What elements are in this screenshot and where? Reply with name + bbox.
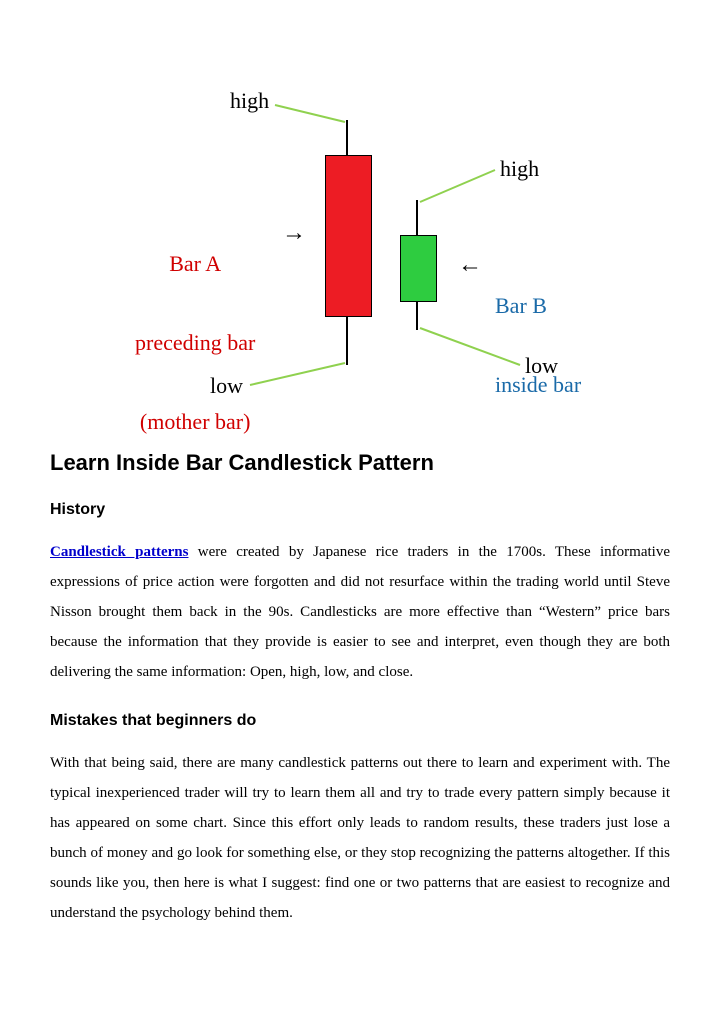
bar-a-body xyxy=(325,155,372,317)
bar-a-line1: Bar A xyxy=(135,251,255,277)
label-bar-a: Bar A preceding bar (mother bar) xyxy=(135,198,255,488)
candlestick-patterns-link[interactable]: Candlestick patterns xyxy=(50,544,188,560)
candlestick-diagram: high low high low Bar A preceding bar (m… xyxy=(100,70,620,420)
history-paragraph: Candlestick patterns were created by Jap… xyxy=(50,537,670,687)
arrow-bar-b: ← xyxy=(458,252,482,279)
mistakes-paragraph: With that being said, there are many can… xyxy=(50,748,670,928)
bar-a-line3: (mother bar) xyxy=(135,409,255,435)
bar-b-line2: inside bar xyxy=(495,372,581,398)
bar-b-line1: Bar B xyxy=(495,293,581,319)
arrow-bar-a: → xyxy=(282,220,306,247)
section-heading-mistakes: Mistakes that beginners do xyxy=(50,712,670,730)
history-text: were created by Japanese rice traders in… xyxy=(50,544,670,680)
bar-b-body xyxy=(400,235,437,302)
label-bar-b: Bar B inside bar xyxy=(495,240,581,451)
label-high-right: high xyxy=(500,156,539,182)
bar-a-line2: preceding bar xyxy=(135,330,255,356)
label-high-left: high xyxy=(230,88,269,114)
section-heading-history: History xyxy=(50,501,670,519)
